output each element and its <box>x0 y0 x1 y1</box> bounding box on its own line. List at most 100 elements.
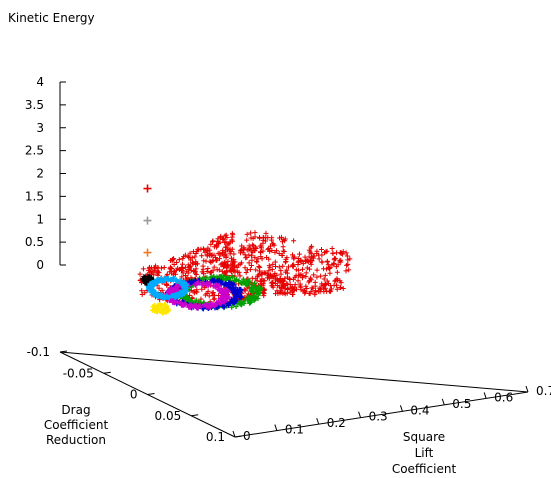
ring-point-9 <box>155 293 161 299</box>
cloud-point-0 <box>257 278 263 284</box>
cluster-point-5 <box>165 306 171 312</box>
x-tick-mark <box>274 424 278 431</box>
cloud-point-0 <box>193 251 199 257</box>
cloud-point-0 <box>270 261 276 267</box>
cloud-point-0 <box>242 252 248 258</box>
cloud-point-0 <box>156 285 162 291</box>
cloud-point-0 <box>296 267 302 273</box>
cloud-point-0 <box>237 273 243 279</box>
ring-point-6 <box>251 284 257 290</box>
cloud-point-0 <box>300 272 306 278</box>
cloud-point-0 <box>185 262 191 268</box>
ring-point-6 <box>236 278 242 284</box>
cloud-point-0 <box>333 264 339 270</box>
cloud-point-0 <box>258 243 264 249</box>
cloud-point-0 <box>270 284 276 290</box>
cloud-point-0 <box>204 269 210 275</box>
ring-point-8 <box>195 279 201 285</box>
y-axis-label-line-2: Coefficient <box>44 418 109 432</box>
x-tick-mark <box>525 385 529 393</box>
ring-point-9 <box>168 276 174 282</box>
cloud-point-0 <box>207 270 213 276</box>
cloud-point-0 <box>274 288 280 294</box>
cloud-point-0 <box>202 292 208 298</box>
ring-point-6 <box>258 286 264 292</box>
y-tick-label: -0.1 <box>27 345 50 359</box>
cloud-point-0 <box>207 247 213 253</box>
cloud-point-0 <box>230 238 236 244</box>
ring-point-8 <box>169 285 175 291</box>
cloud-point-0 <box>319 259 325 265</box>
cloud-point-0 <box>176 257 182 263</box>
cloud-point-0 <box>308 261 314 267</box>
z-tick-label: 3 <box>36 121 44 135</box>
cloud-point-0 <box>302 258 308 264</box>
cloud-point-0 <box>249 257 255 263</box>
cloud-point-0 <box>201 247 207 252</box>
x-tick-mark <box>316 417 320 425</box>
cloud-point-0 <box>208 269 214 275</box>
cloud-point-0 <box>267 264 273 270</box>
cloud-point-0 <box>217 239 223 245</box>
cloud-point-0 <box>257 235 263 241</box>
ring-point-6 <box>252 296 258 302</box>
cloud-point-0 <box>297 283 303 289</box>
cloud-point-0 <box>254 258 260 264</box>
cluster-point-4 <box>144 277 150 283</box>
cloud-point-0 <box>224 265 230 271</box>
cloud-point-0 <box>204 248 210 254</box>
z-tick-label: 4 <box>36 75 44 89</box>
z-tick-label: 1.5 <box>25 189 44 203</box>
cloud-point-0 <box>157 297 163 303</box>
z-tick-label: 3.5 <box>25 98 44 112</box>
ring-point-7 <box>226 302 232 308</box>
x-tick-label: 0.4 <box>410 403 429 417</box>
cloud-point-0 <box>182 252 188 258</box>
cloud-point-0 <box>180 270 186 276</box>
cloud-point-0 <box>234 264 240 270</box>
cluster-point-4 <box>145 273 151 279</box>
cloud-point-0 <box>251 243 257 249</box>
cluster-point-5 <box>157 307 163 313</box>
cloud-point-0 <box>229 230 235 236</box>
cluster-point-5 <box>151 304 157 310</box>
cloud-point-0 <box>244 237 250 243</box>
ring-point-8 <box>180 303 186 309</box>
ring-point-6 <box>226 274 232 280</box>
cloud-point-0 <box>337 250 343 256</box>
ring-point-9 <box>159 292 165 298</box>
x-axis-label-line-2: Lift <box>415 446 434 460</box>
cloud-point-0 <box>268 280 274 286</box>
ring-point-8 <box>221 299 227 305</box>
cloud-point-0 <box>182 272 188 278</box>
cloud-point-0 <box>304 285 310 291</box>
cloud-point-0 <box>248 263 254 269</box>
cloud-point-0 <box>344 253 350 259</box>
ring-point-8 <box>216 282 222 288</box>
cloud-point-0 <box>338 257 344 263</box>
cloud-point-0 <box>346 267 352 273</box>
cloud-point-0 <box>287 277 293 283</box>
cloud-point-0 <box>192 254 198 260</box>
cloud-point-0 <box>244 231 250 237</box>
cluster-point-4 <box>142 274 148 280</box>
cloud-point-0 <box>194 289 200 295</box>
cloud-point-0 <box>238 247 244 253</box>
ring-point-8 <box>186 304 192 310</box>
cloud-point-0 <box>244 267 250 273</box>
cloud-point-0 <box>176 266 182 272</box>
cloud-point-0 <box>171 262 177 268</box>
ring-point-9 <box>181 291 187 297</box>
cloud-point-0 <box>190 249 196 255</box>
cloud-point-0 <box>334 269 340 275</box>
cloud-point-0 <box>226 247 232 253</box>
ring-point-8 <box>195 304 201 310</box>
cloud-point-0 <box>314 274 320 280</box>
cloud-point-0 <box>185 253 191 259</box>
ring-point-8 <box>224 288 230 294</box>
cloud-point-0 <box>260 235 266 241</box>
cloud-point-0 <box>222 251 228 257</box>
cloud-point-0 <box>282 236 288 242</box>
ring-point-9 <box>171 293 177 299</box>
cloud-point-0 <box>280 263 286 269</box>
